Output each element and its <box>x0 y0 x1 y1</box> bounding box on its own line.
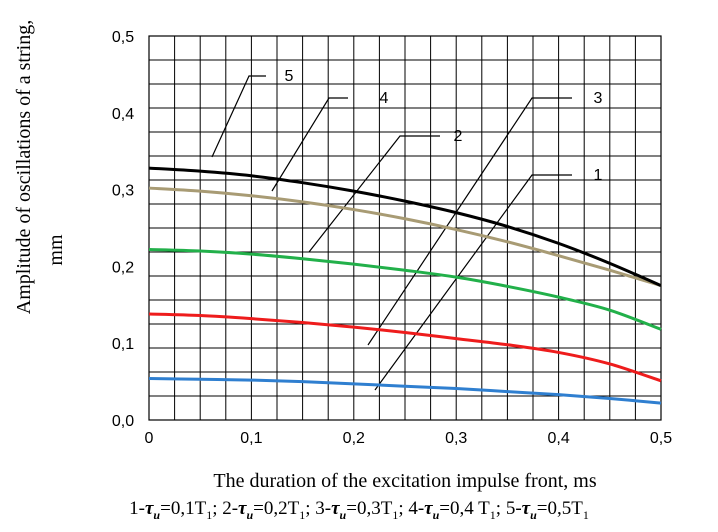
tau-symbol: τ <box>521 498 531 519</box>
series-line-1 <box>148 377 662 405</box>
caption-separator: ; <box>398 498 409 519</box>
tau-subscript: u <box>246 507 254 522</box>
series-group <box>148 166 662 405</box>
curve-labels: 1 2 3 4 5 <box>285 68 603 184</box>
caption-value: =0,2T <box>253 498 300 519</box>
caption-number: 2- <box>222 498 239 519</box>
caption-subscript: 1 <box>489 507 496 522</box>
curve-label-3: 3 <box>594 90 603 107</box>
caption-value: =0,3T <box>346 498 393 519</box>
curve-label-1: 1 <box>594 167 603 184</box>
x-axis-title: The duration of the excitation impulse f… <box>213 470 596 492</box>
leader-line-2 <box>308 135 440 253</box>
caption-number: 3- <box>315 498 332 519</box>
x-tick-label: 0,3 <box>445 430 467 447</box>
y-axis-title-line2: mm <box>45 234 67 266</box>
y-tick-label: 0,1 <box>112 336 134 353</box>
x-tick-label: 0 <box>145 430 154 447</box>
leader-line-3 <box>367 97 572 346</box>
series-line-3 <box>148 248 662 331</box>
caption-value: =0,4 T <box>439 498 490 519</box>
tau-subscript: u <box>153 507 161 522</box>
tau-subscript: u <box>339 507 347 522</box>
x-tick-label: 0,4 <box>547 430 569 447</box>
caption-value: =0,5T <box>536 498 583 519</box>
caption-number: 4- <box>408 498 425 519</box>
series-line-4 <box>148 186 662 288</box>
caption-separator: ; <box>305 498 316 519</box>
y-tick-label: 0,2 <box>112 259 134 276</box>
chart: 0 0,1 0,2 0,3 0,4 0,5 0,0 0,1 0,2 0,3 0,4 0,5 1 2 3 4… <box>13 20 673 492</box>
tau-subscript: u <box>432 507 440 522</box>
caption-item-1: 1-τu=0,1T1; <box>129 498 223 522</box>
caption-number: 5- <box>505 498 522 519</box>
caption-separator: ; <box>212 498 223 519</box>
y-axis-title-line1: Amplitude of oscillations of a string, <box>13 20 35 314</box>
y-tick-label: 0,3 <box>112 183 134 200</box>
tau-symbol: τ <box>238 498 247 519</box>
leader-line-5 <box>211 75 266 158</box>
series-line-2 <box>148 312 662 383</box>
caption-separator: ; <box>495 498 506 519</box>
curve-label-4: 4 <box>380 90 389 107</box>
caption-subscript: 1 <box>299 507 306 522</box>
grid <box>148 35 662 421</box>
caption-item-3: 3-τu=0,3T1; <box>315 498 409 522</box>
caption-item-5: 5-τu=0,5T1 <box>505 498 589 522</box>
leader-line-1 <box>374 174 572 391</box>
caption-item-2: 2-τu=0,2T1; <box>222 498 316 522</box>
curve-label-5: 5 <box>285 68 294 85</box>
series-line-5 <box>148 166 662 287</box>
leader-line-4 <box>271 97 348 192</box>
caption-value: =0,1T <box>160 498 207 519</box>
x-tick-labels: 0 0,1 0,2 0,3 0,4 0,5 <box>145 430 673 447</box>
tau-subscript: u <box>530 507 537 522</box>
caption-subscript: 1 <box>582 507 589 522</box>
curve-label-2: 2 <box>454 128 463 145</box>
tau-symbol: τ <box>424 498 433 519</box>
y-tick-labels: 0,0 0,1 0,2 0,3 0,4 0,5 <box>112 29 134 430</box>
x-tick-label: 0,1 <box>240 430 262 447</box>
caption-subscript: 1 <box>392 507 399 522</box>
caption-number: 1- <box>129 498 145 519</box>
y-tick-label: 0,4 <box>112 106 134 123</box>
x-tick-label: 0,5 <box>650 430 672 447</box>
x-tick-label: 0,2 <box>343 430 365 447</box>
y-tick-label: 0,0 <box>112 413 134 430</box>
legend-caption: 1-τu=0,1T1; 2-τu=0,2T1; 3-τu=0,3T1; 4-τu… <box>0 498 718 523</box>
tau-symbol: τ <box>331 498 340 519</box>
leader-lines <box>211 75 572 391</box>
tau-symbol: τ <box>144 498 154 519</box>
caption-subscript: 1 <box>206 507 213 522</box>
y-tick-label: 0,5 <box>112 29 134 46</box>
caption-item-4: 4-τu=0,4 T1; <box>408 498 506 522</box>
